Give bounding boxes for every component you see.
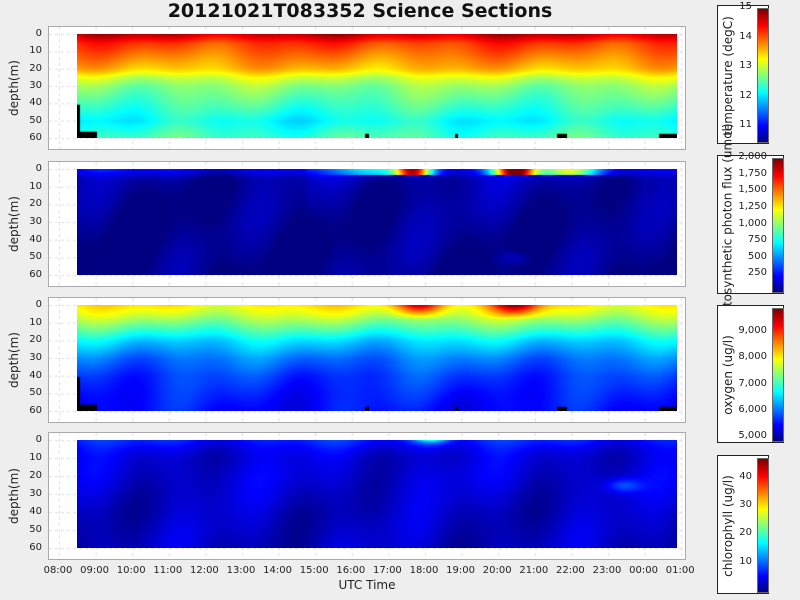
- x-axis-label: UTC Time: [338, 578, 396, 592]
- y-axis-label-text: depth(m): [7, 196, 22, 252]
- y-tick-label: 10: [29, 316, 42, 328]
- y-tick-label: 50: [29, 524, 42, 535]
- colorbar-2: oxygen (ug/l) 5,000 6,000 7,000 8,000 9,000: [717, 305, 784, 443]
- colorbar-label-text: temperature (degC): [721, 15, 736, 136]
- heatmap-3: [77, 440, 678, 548]
- colorbar-tick-label: 1,250: [738, 200, 767, 212]
- colorbar-label: chlorophyll (ug/l): [720, 456, 736, 595]
- colorbar-tick-label: 40: [739, 470, 752, 482]
- y-tick-label: 40: [29, 233, 42, 245]
- colorbar-label-text: chlorophyll (ug/l): [721, 474, 736, 577]
- x-tick-label: 00:00: [629, 565, 658, 576]
- y-tick-label: 20: [29, 198, 42, 210]
- x-tick-label: 09:00: [80, 565, 109, 576]
- colorbar-1: photosynthetic photon flux (umol) 250 500 7…: [717, 123, 784, 328]
- plot-panel-3: [48, 432, 686, 560]
- y-tick-label: 60: [29, 542, 42, 553]
- y-tick-label: 10: [29, 180, 42, 192]
- colorbar-label-text: oxygen (ug/l): [721, 335, 735, 415]
- colorbar-tick-label: 30: [739, 499, 752, 511]
- x-tick-label: 22:00: [555, 565, 585, 576]
- y-tick-label: 0: [35, 163, 42, 174]
- y-tick-label: 60: [29, 269, 42, 280]
- x-tick-label: 19:00: [446, 565, 475, 576]
- x-tick-label: 16:00: [336, 565, 366, 576]
- colorbar-label: photosynthetic photon flux (umol): [720, 123, 736, 328]
- y-axis-label-text: depth(m): [7, 60, 22, 116]
- colorbar-tick-label: 15: [739, 1, 752, 12]
- colorbar-tick-label: 500: [747, 250, 767, 262]
- y-tick-label: 10: [29, 45, 42, 57]
- y-tick-label: 30: [29, 352, 42, 363]
- y-tick-label: 60: [29, 405, 42, 416]
- colorbar-tick-label: 1,750: [738, 167, 767, 179]
- y-axis-label-text: depth(m): [7, 332, 22, 388]
- colorbar-tick-label: 20: [739, 527, 752, 539]
- y-tick-label: 50: [29, 251, 42, 263]
- colorbar-gradient: [772, 308, 784, 442]
- y-tick-label: 0: [35, 299, 42, 310]
- plot-panel-0: [48, 26, 686, 150]
- y-tick-label: 20: [29, 62, 42, 74]
- x-tick-label: 11:00: [153, 565, 183, 576]
- colorbar-0: temperature (degC) 11 12 13 14 15: [717, 1, 769, 144]
- y-tick-label: 30: [29, 80, 42, 91]
- x-tick-label: 15:00: [299, 565, 329, 576]
- colorbar-tick-label: 1,000: [738, 217, 767, 229]
- colorbar-tick-label: 250: [747, 267, 767, 279]
- heatmap-1: [77, 169, 678, 275]
- x-tick-label: 21:00: [519, 565, 549, 576]
- colorbar-label-text: photosynthetic photon flux (umol): [721, 122, 736, 329]
- heatmap-0: [77, 34, 678, 138]
- y-tick-label: 50: [29, 387, 42, 399]
- colorbar-tick-label: 2,000: [738, 151, 767, 162]
- y-tick-label: 40: [29, 369, 42, 381]
- colorbar-tick-label: 8,000: [738, 351, 767, 363]
- y-tick-label: 50: [29, 114, 42, 126]
- colorbar-tick-label: 10: [739, 555, 752, 567]
- y-tick-label: 10: [29, 452, 42, 463]
- colorbar-tick-label: 11: [739, 119, 752, 131]
- colorbar-tick-label: 750: [747, 234, 767, 246]
- chart-title: 20121021T083352 Science Sections: [167, 0, 553, 22]
- plot-panel-2: [48, 297, 686, 423]
- x-tick-label: 08:00: [43, 565, 73, 576]
- y-tick-label: 40: [29, 506, 42, 517]
- y-tick-label: 30: [29, 216, 42, 227]
- x-tick-label: 12:00: [189, 565, 219, 576]
- x-tick-label: 10:00: [116, 565, 146, 576]
- colorbar-tick-label: 13: [739, 60, 752, 72]
- colorbar-tick-label: 5,000: [738, 430, 767, 442]
- y-tick-label: 20: [29, 470, 42, 481]
- colorbar-label: oxygen (ug/l): [720, 306, 736, 444]
- x-tick-label: 17:00: [372, 565, 402, 576]
- colorbar-tick-label: 14: [739, 30, 752, 42]
- plot-panel-1: [48, 161, 686, 287]
- y-tick-label: 20: [29, 334, 42, 346]
- colorbar-gradient: [757, 458, 769, 593]
- x-tick-label: 01:00: [665, 565, 695, 576]
- y-tick-label: 30: [29, 488, 42, 499]
- y-axis-label-text: depth(m): [7, 468, 22, 524]
- colorbar-tick-label: 6,000: [738, 403, 767, 415]
- y-tick-label: 0: [35, 28, 42, 39]
- x-tick-label: 20:00: [482, 565, 512, 576]
- heatmap-2: [77, 305, 678, 411]
- colorbar-tick-label: 9,000: [738, 324, 767, 336]
- y-tick-label: 60: [29, 132, 42, 143]
- y-tick-label: 0: [35, 434, 42, 445]
- colorbar-tick-label: 12: [739, 89, 752, 101]
- y-tick-label: 40: [29, 97, 42, 109]
- colorbar-gradient: [772, 158, 784, 293]
- colorbar-gradient: [757, 8, 769, 143]
- x-tick-label: 14:00: [263, 565, 292, 576]
- x-tick-label: 18:00: [409, 565, 439, 576]
- colorbar-tick-label: 7,000: [738, 377, 767, 389]
- x-tick-label: 13:00: [226, 565, 256, 576]
- colorbar-tick-label: 1,500: [738, 184, 767, 196]
- colorbar-3: chlorophyll (ug/l) 10 20 30 40: [717, 455, 769, 594]
- x-tick-label: 23:00: [592, 565, 622, 576]
